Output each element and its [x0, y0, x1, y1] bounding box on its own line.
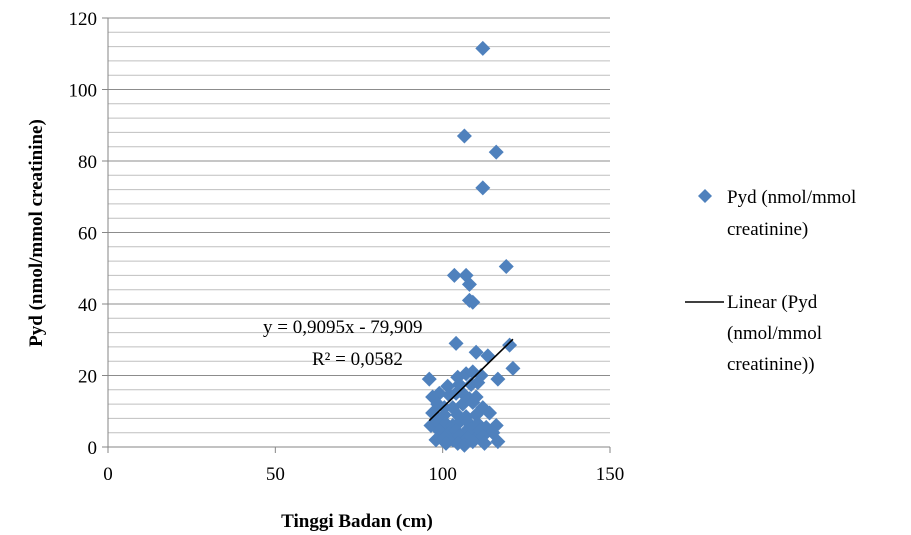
legend-trendline-label-line1: Linear (Pyd: [727, 292, 818, 313]
legend-trendline-label-line3: creatinine)): [727, 354, 815, 375]
legend-marker-icon: [698, 189, 712, 203]
data-point: [475, 40, 491, 56]
tick-labels: 0 20 40 60 80 100 120 0 50 100 150: [69, 9, 625, 485]
data-point: [448, 335, 464, 351]
data-points: [421, 40, 521, 453]
data-point: [461, 276, 477, 292]
x-axis-title: Tinggi Badan (cm): [281, 511, 433, 532]
data-point: [475, 180, 491, 196]
y-tick-label: 120: [69, 9, 98, 30]
trendline-layer: [428, 338, 514, 422]
data-point: [490, 371, 506, 387]
data-point: [421, 371, 437, 387]
data-point: [498, 258, 514, 274]
legend-series-label-line1: Pyd (nmol/mmol: [727, 187, 856, 208]
legend-trendline-label-line2: (nmol/mmol: [727, 323, 822, 344]
data-point: [470, 375, 486, 391]
x-tick-label: 0: [103, 464, 113, 485]
data-point: [465, 394, 481, 410]
data-point: [465, 294, 481, 310]
data-point: [446, 267, 462, 283]
data-point: [502, 337, 518, 353]
y-tick-label: 40: [78, 295, 97, 316]
legend-series-label-line2: creatinine): [727, 219, 808, 240]
data-point: [455, 396, 471, 412]
data-point: [505, 360, 521, 376]
data-point: [465, 434, 481, 450]
data-point: [468, 344, 484, 360]
data-point: [490, 434, 506, 450]
legend: Pyd (nmol/mmol creatinine) Linear (Pyd (…: [685, 187, 856, 375]
trendline-r-squared: R² = 0,0582: [312, 349, 403, 370]
x-tick-label: 50: [266, 464, 285, 485]
data-point: [477, 435, 492, 451]
data-point: [438, 435, 454, 451]
data-point: [482, 405, 498, 421]
x-tick-label: 100: [428, 464, 457, 485]
trendline: [428, 338, 514, 422]
grid-layer: [108, 17, 610, 434]
y-tick-label: 100: [69, 81, 98, 102]
axes-layer: [102, 17, 611, 453]
y-tick-label: 60: [78, 224, 97, 245]
data-point: [431, 385, 447, 401]
x-tick-label: 150: [596, 464, 625, 485]
y-tick-label: 0: [88, 438, 98, 459]
trendline-equation: y = 0,9095x - 79,909: [263, 317, 423, 338]
y-tick-label: 20: [78, 367, 97, 388]
data-point: [456, 128, 472, 144]
y-tick-label: 80: [78, 152, 97, 173]
data-point: [488, 144, 504, 160]
y-axis-title: Pyd (nmol/mmol creatinine): [26, 119, 47, 347]
